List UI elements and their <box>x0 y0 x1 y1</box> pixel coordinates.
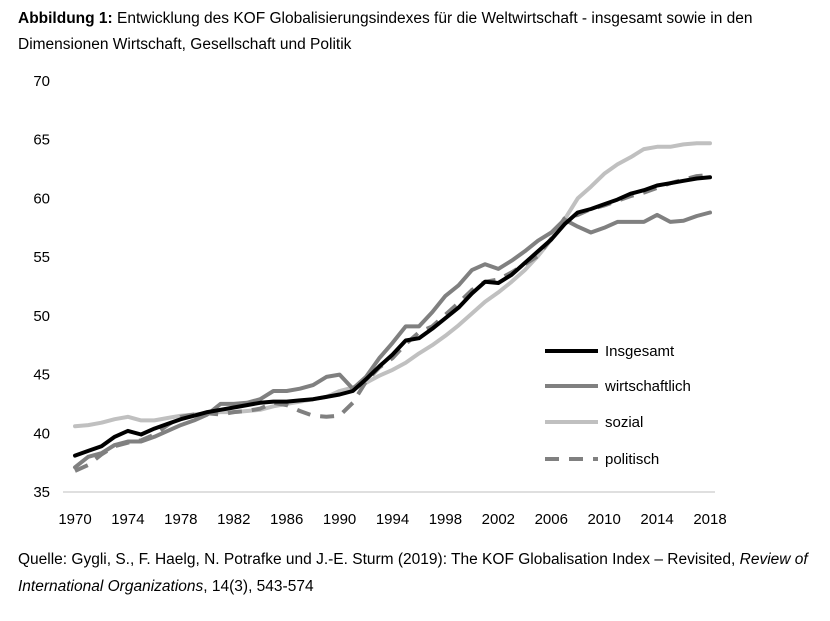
figure-caption: Abbildung 1: Entwicklung des KOF Globali… <box>18 6 818 58</box>
source-journal: Review of International Organizations <box>18 551 808 595</box>
source-note: Quelle: Gygli, S., F. Haelg, N. Potrafke… <box>18 546 818 600</box>
x-tick-label-1982: 1982 <box>217 511 250 528</box>
figure-label: Abbildung 1: <box>18 10 113 27</box>
y-tick-label-50: 50 <box>33 308 50 325</box>
y-tick-label-55: 55 <box>33 249 50 266</box>
series-line-insgesamt <box>73 175 712 458</box>
x-tick-label-1990: 1990 <box>323 511 356 528</box>
source-prefix: Quelle: Gygli, S., F. Haelg, N. Potrafke… <box>18 551 740 568</box>
source-suffix: , 14(3), 543-574 <box>203 578 314 595</box>
x-tick-label-2010: 2010 <box>587 511 620 528</box>
y-tick-label-45: 45 <box>33 367 50 384</box>
x-tick-label-1970: 1970 <box>58 511 91 528</box>
x-tick-label-1998: 1998 <box>429 511 462 528</box>
figure-title: Entwicklung des KOF Globalisierungsindex… <box>18 10 753 53</box>
y-tick-label-65: 65 <box>33 132 50 149</box>
x-tick-label-1994: 1994 <box>376 511 409 528</box>
legend-label-sozial: sozial <box>605 414 643 431</box>
x-axis: 1970 1974 1978 1982 1986 1990 1994 1998 2002 2006… <box>58 511 726 528</box>
x-tick-label-1978: 1978 <box>164 511 197 528</box>
y-tick-label-40: 40 <box>33 425 50 442</box>
x-tick-label-2018: 2018 <box>693 511 726 528</box>
x-tick-label-2014: 2014 <box>640 511 673 528</box>
legend-label-insgesamt: Insgesamt <box>605 343 675 360</box>
x-tick-label-1974: 1974 <box>111 511 144 528</box>
y-tick-label-35: 35 <box>33 484 50 501</box>
x-tick-label-2006: 2006 <box>535 511 568 528</box>
series-line-wirtschaftlich <box>73 210 712 470</box>
y-tick-label-70: 70 <box>33 73 50 90</box>
legend-label-wirtschaftlich: wirtschaftlich <box>604 378 691 395</box>
legend-label-politisch: politisch <box>605 451 659 468</box>
x-tick-label-2002: 2002 <box>482 511 515 528</box>
legend: Insgesamt wirtschaftlich sozial politisch <box>545 343 691 468</box>
line-chart: 35 40 45 50 55 60 65 70 1970 1974 1978 1982 1986 199… <box>33 73 726 528</box>
series-group <box>73 141 712 473</box>
y-axis: 35 40 45 50 55 60 65 70 <box>33 73 50 501</box>
x-tick-label-1986: 1986 <box>270 511 303 528</box>
y-tick-label-60: 60 <box>33 190 50 207</box>
